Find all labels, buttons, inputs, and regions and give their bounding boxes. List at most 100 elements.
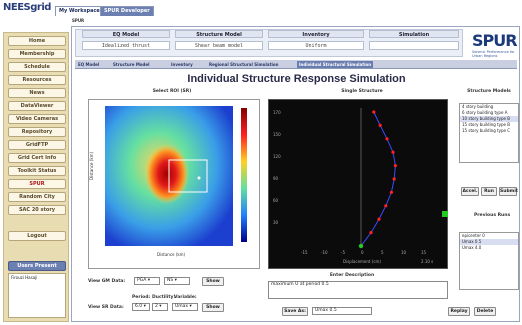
sidebar-item-schedule[interactable]: Schedule: [8, 62, 66, 72]
neesgrid-logo: NEESgrid: [3, 2, 53, 16]
structure-base-node: [358, 243, 364, 249]
structure-plot-svg: 170 150 120 90 60 30 -15 -10 -5 0 5 10 15 Displacem…: [273, 108, 433, 264]
eq-model-value: Idealized thrust: [82, 41, 170, 50]
heatmap-colorbar: [241, 108, 247, 242]
previous-run-item[interactable]: Umax 4.0: [462, 245, 482, 250]
structure-node: [391, 150, 395, 154]
structure-plot: 170 150 120 90 60 30 -15 -10 -5 0 5 10 15 Displacem…: [268, 99, 448, 269]
sidebar-item-random-city[interactable]: Random City: [8, 192, 66, 202]
simulation-value: [369, 41, 459, 50]
section-tabs: EQ Model Structure Model Inventory Regio…: [75, 60, 517, 69]
x-tick-label: 5: [381, 250, 384, 255]
structure-node: [377, 217, 381, 221]
roi-selection-box[interactable]: [168, 159, 208, 193]
tab-spur-developer[interactable]: SPUR Developer: [100, 6, 154, 16]
ductility-value: 2: [155, 304, 158, 309]
structure-model-item-selected[interactable]: 10 story building type B: [460, 116, 518, 122]
period-select[interactable]: 6.0 ▾: [132, 303, 150, 311]
x-tick-label: -15: [301, 250, 308, 255]
structure-model-item[interactable]: 15 story building type B: [462, 122, 510, 127]
variable-select[interactable]: Umax ▾: [172, 303, 198, 311]
inventory-value: Uniform: [268, 41, 364, 50]
y-tick-label: 30: [273, 220, 279, 225]
sidebar-item-repository[interactable]: Repository: [8, 127, 66, 137]
structure-node: [372, 110, 376, 114]
sidebar-item-resources[interactable]: Resources: [8, 75, 66, 85]
structure-models-heading: Structure Models: [467, 89, 511, 94]
structure-displacement-profile: [360, 111, 396, 247]
spur-logo-subtitle: Seismic Performance for Urban Regions: [472, 50, 515, 58]
users-present-heading: Users Present: [8, 261, 66, 271]
roi-xlabel: Distance (km): [157, 252, 186, 257]
tab-structure-model[interactable]: Structure Model: [113, 62, 150, 67]
submit-button[interactable]: Submit: [499, 187, 519, 196]
description-input[interactable]: maximum U at period 0.5: [268, 281, 448, 299]
main-panel: EQ Model Idealized thrust Structure Mode…: [71, 26, 520, 322]
sidebar-item-spur[interactable]: SPUR: [8, 179, 66, 189]
structure-model-item[interactable]: 6 story building type A: [462, 110, 508, 115]
accel-button[interactable]: Accel.: [461, 187, 479, 196]
description-heading: Enter Description: [329, 273, 375, 278]
sidebar-item-toolkit-status[interactable]: Toolkit Status: [8, 166, 66, 176]
ductility-select[interactable]: 2 ▾: [152, 303, 168, 311]
workspace-subtitle: SPUR: [72, 18, 85, 23]
structure-models-list: 4 story building 6 story building type A…: [459, 103, 519, 163]
previous-run-item[interactable]: epicenter 0: [462, 233, 485, 238]
roi-marker: [197, 176, 201, 180]
roi-heatmap[interactable]: Distance (km) Distance (km): [88, 99, 260, 269]
gm-component-select[interactable]: PGA ▾: [134, 277, 160, 285]
gm-direction-select[interactable]: NS ▾: [164, 277, 190, 285]
sidebar-item-membership[interactable]: Membership: [8, 49, 66, 59]
structure-model-label: Structure Model: [175, 30, 263, 38]
y-tick-label: 90: [273, 176, 279, 181]
sidebar-item-grid-cert-info[interactable]: Grid Cert Info: [8, 153, 66, 163]
tab-individual-simulation[interactable]: Individual Structural Simulation: [297, 61, 374, 68]
structure-node: [385, 137, 389, 141]
sidebar-item-dataviewer[interactable]: DataViewer: [8, 101, 66, 111]
sidebar-item-news[interactable]: News: [8, 88, 66, 98]
structure-node: [384, 204, 388, 208]
structure-node: [369, 231, 373, 235]
structure-time-readout: 2.10 s: [421, 259, 433, 264]
run-button[interactable]: Run: [481, 187, 497, 196]
structure-model-value: Shear beam model: [175, 41, 263, 50]
tab-my-workspace[interactable]: My Workspace: [55, 6, 104, 16]
structure-node: [378, 123, 382, 127]
users-present-entry: Firouzi Hasaji: [11, 275, 38, 280]
delete-button[interactable]: Delete: [474, 307, 496, 316]
period-label: Period:: [132, 295, 151, 300]
heatmap-hotspot: [145, 144, 189, 204]
period-value: 6.0: [135, 304, 143, 309]
sidebar-item-sac-20-story[interactable]: SAC 20 story: [8, 205, 66, 215]
structure-node: [392, 177, 396, 181]
roi-heading: Select ROI (SR): [152, 89, 192, 94]
gm-show-button[interactable]: Show: [202, 277, 224, 286]
tab-inventory[interactable]: Inventory: [171, 62, 193, 67]
save-as-button[interactable]: Save As:: [282, 307, 308, 316]
sidebar-item-video-cameras[interactable]: Video Cameras: [8, 114, 66, 124]
replay-button[interactable]: Replay: [448, 307, 470, 316]
logout-button[interactable]: Logout: [8, 231, 66, 241]
y-tick-label: 170: [273, 110, 281, 115]
sidebar-item-gridftp[interactable]: GridFTP: [8, 140, 66, 150]
structure-node: [389, 190, 393, 194]
gm-component-value: PGA: [137, 278, 147, 283]
save-as-input[interactable]: Umax 0.5: [312, 307, 372, 315]
previous-runs-list: epicenter 0 Umax 0.5 Umax 4.0: [459, 232, 519, 290]
x-tick-label: -10: [321, 250, 328, 255]
sidebar: Home Membership Schedule Resources News …: [3, 32, 69, 322]
eq-model-label: EQ Model: [82, 30, 170, 38]
y-tick-label: 150: [273, 132, 281, 137]
view-gm-data-label: View GM Data:: [88, 279, 126, 284]
logo-text: NEESgrid: [3, 2, 51, 13]
x-tick-label: 0: [361, 250, 364, 255]
sr-show-button[interactable]: Show: [202, 303, 224, 312]
tab-eq-model[interactable]: EQ Model: [78, 62, 100, 67]
tab-regional-simulation[interactable]: Regional Structural Simulation: [209, 62, 279, 67]
structure-model-item[interactable]: 4 story building: [462, 104, 494, 109]
structure-model-item[interactable]: 15 story building type C: [462, 128, 511, 133]
previous-run-item-selected[interactable]: Umax 0.5: [460, 239, 518, 245]
sidebar-item-home[interactable]: Home: [8, 36, 66, 46]
y-tick-label: 120: [273, 154, 281, 159]
